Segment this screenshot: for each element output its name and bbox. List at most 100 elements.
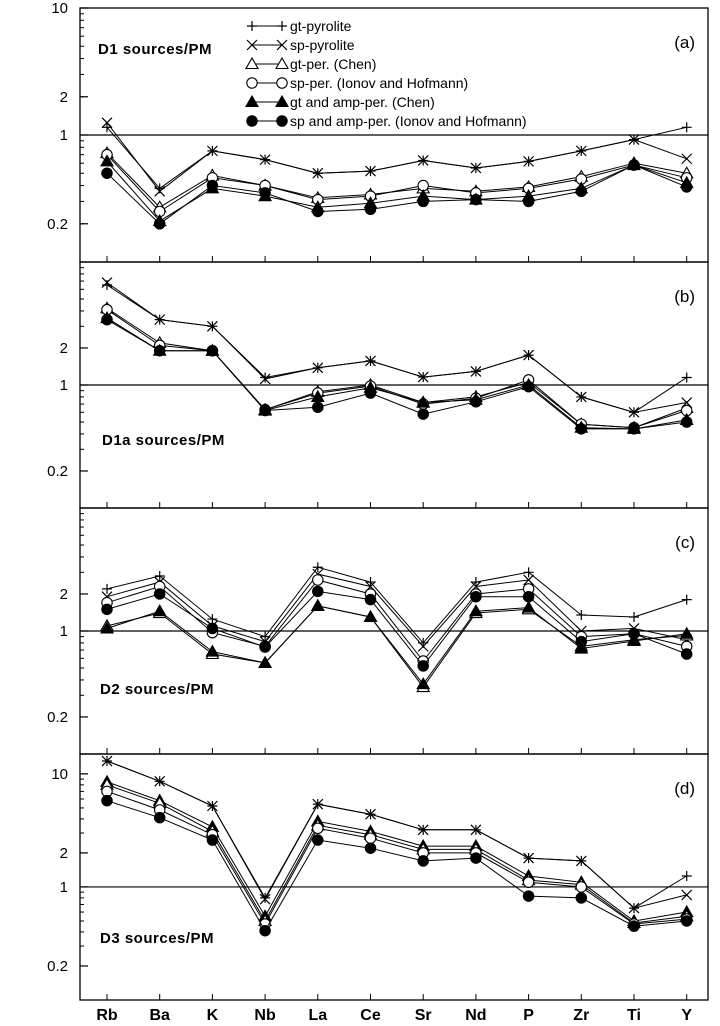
series-circle-open [101,148,693,218]
series-circle-open [101,785,693,930]
legend-marker-plus [277,21,287,31]
data-point-triangle-filled [310,598,325,611]
data-point-circle-filled [259,404,271,417]
data-point-circle-filled [153,218,166,230]
series-line [106,164,687,225]
x-category-label: Ba [149,1007,170,1024]
data-point-cross [523,852,535,864]
data-point-circle-filled [470,590,482,603]
data-point-cross [206,800,218,812]
data-point-cross [628,406,640,418]
legend-label: sp-per. (Ionov and Hofmann) [290,75,468,91]
data-point-circle-filled [522,890,535,902]
data-point-circle-filled [259,187,271,199]
data-point-circle-open [522,876,535,889]
panel-tag: (c) [675,533,695,552]
legend: gt-pyrolite sp-pyrolite gt-per. (Chen) sp-p… [245,18,527,129]
legend-entry: sp-per. (Ionov and Hofmann) [246,75,468,91]
data-point-circle-filled [101,794,113,807]
data-point-cross [523,574,535,586]
data-point-circle-filled [364,203,377,216]
data-point-circle-open [312,574,324,586]
data-point-circle-filled [417,660,429,672]
data-point-circle-open [575,881,588,893]
x-category-label: La [308,1007,327,1024]
legend-label: gt and amp-per. (Chen) [290,94,435,110]
data-point-cross [101,755,113,767]
panel-tag: (d) [674,779,695,798]
data-point-triangle-filled [205,644,220,657]
data-point-cross [154,314,166,326]
panel-title: D2 sources/PM [100,681,214,698]
data-point-circle-filled [206,834,219,846]
panel-title: D1a sources/PM [102,432,225,449]
data-point-circle-filled [628,920,640,932]
series-line [106,760,687,909]
series-line [106,566,687,644]
data-point-circle-filled [522,195,535,208]
y-tick-label: 10 [51,766,68,783]
data-point-circle-filled [364,593,377,606]
legend-marker-triangle-open [275,56,289,70]
series-plus [102,122,692,194]
series-line [106,126,687,190]
data-point-cross [681,153,693,165]
data-point-cross [470,162,482,174]
data-point-triangle-filled [521,600,536,613]
data-point-circle-filled [680,648,693,660]
legend-label: sp and amp-per. (Ionov and Hofmann) [290,113,527,129]
x-category-label: Rb [96,1007,118,1024]
x-category-label: K [207,1007,219,1024]
data-point-cross [575,145,587,157]
data-point-circle-filled [575,892,588,904]
data-point-plus [681,372,692,383]
series-cross [101,568,693,652]
series-line [106,781,687,922]
legend-label: gt-pyrolite [290,18,352,34]
data-point-plus [629,611,639,622]
data-point-triangle-filled [100,621,114,634]
legend-label: sp-pyrolite [290,37,355,53]
panel-tag: (a) [674,33,695,52]
data-point-circle-filled [470,852,482,864]
data-point-triangle-filled [258,655,273,668]
legend-marker-circle-filled [276,115,288,127]
panel-3: 2 1 0.2 (c) D2 sources/PM [47,507,709,755]
data-point-cross [312,362,324,374]
data-point-cross [154,185,166,197]
data-point-circle-filled [417,855,429,867]
panel-title: D3 sources/PM [100,930,214,947]
data-point-plus [102,583,112,594]
series-line [106,790,687,926]
data-point-triangle-filled [416,395,431,408]
series-triangle-open [100,777,694,929]
legend-marker-triangle-open [245,56,259,70]
data-point-cross [206,320,218,332]
data-point-triangle-filled [363,609,378,623]
data-point-cross [101,117,113,129]
legend-label: gt-per. (Chen) [290,56,376,72]
data-point-circle-filled [312,205,324,218]
data-point-circle-filled [153,588,166,600]
series-line [106,590,687,667]
data-point-plus [154,571,165,581]
data-point-plus [260,892,271,903]
series-plus [102,562,692,648]
x-category-label: Nb [254,1007,276,1024]
series-triangle-open [100,301,694,433]
data-point-cross [365,808,376,820]
y-tick-label: 1 [60,377,68,394]
y-tick-label: 1 [60,623,68,640]
series-circle-filled [101,794,693,937]
series-line [106,307,687,429]
data-point-cross [312,798,324,810]
y-tick-label: 0.2 [47,463,68,480]
data-point-circle-filled [312,401,324,413]
x-category-label: Ti [627,1007,641,1024]
data-point-plus [365,577,376,588]
y-tick-label: 1 [60,879,68,896]
data-point-circle-filled [417,195,429,208]
data-point-cross [575,855,587,867]
series-circle-filled [101,313,693,435]
